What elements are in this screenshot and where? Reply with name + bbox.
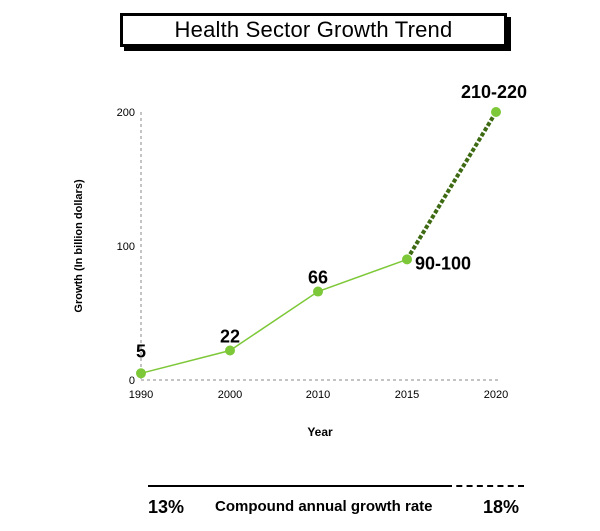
x-tick-label: 2015 xyxy=(395,389,419,401)
y-axis-label: Growth (In billion dollars) xyxy=(73,179,85,313)
data-point xyxy=(313,286,323,297)
cagr-left-value: 13% xyxy=(148,497,185,517)
data-point xyxy=(491,107,501,117)
chart-title-box: Health Sector Growth Trend xyxy=(120,13,507,47)
data-label: 5 xyxy=(136,341,146,361)
x-tick-label: 2010 xyxy=(306,389,330,401)
cagr-footer: 13% Compound annual growth rate 18% xyxy=(0,485,600,525)
chart-ticks: 1990 2000 2010 2015 2020 0 100 200 xyxy=(117,107,509,401)
series-line xyxy=(140,258,408,375)
cagr-right-value: 18% xyxy=(483,497,520,517)
cagr-label: Compound annual growth rate xyxy=(215,498,433,515)
data-label: 22 xyxy=(220,327,240,347)
x-tick-label: 2000 xyxy=(218,389,242,401)
projection-line xyxy=(405,110,498,261)
chart-title: Health Sector Growth Trend xyxy=(174,17,453,42)
y-tick-label: 100 xyxy=(117,241,135,253)
x-axis-label: Year xyxy=(307,425,333,439)
data-point xyxy=(225,345,235,356)
x-tick-label: 1990 xyxy=(129,389,153,401)
data-label: 66 xyxy=(308,268,328,288)
x-tick-label: 2020 xyxy=(484,389,508,401)
cagr-dashed-line xyxy=(446,485,524,487)
y-tick-label: 0 xyxy=(129,375,135,387)
cagr-solid-line xyxy=(148,485,446,487)
data-label: 210-220 xyxy=(461,82,527,102)
line-chart: 1990 2000 2010 2015 2020 0 100 200 5 22 66 90-100 2… xyxy=(73,82,527,439)
data-point xyxy=(402,254,412,265)
chart-series xyxy=(136,107,501,379)
chart-point-labels: 5 22 66 90-100 210-220 xyxy=(136,82,527,361)
chart-axes xyxy=(140,112,500,381)
data-point xyxy=(136,368,146,379)
y-tick-label: 200 xyxy=(117,107,135,119)
data-label: 90-100 xyxy=(415,253,471,273)
